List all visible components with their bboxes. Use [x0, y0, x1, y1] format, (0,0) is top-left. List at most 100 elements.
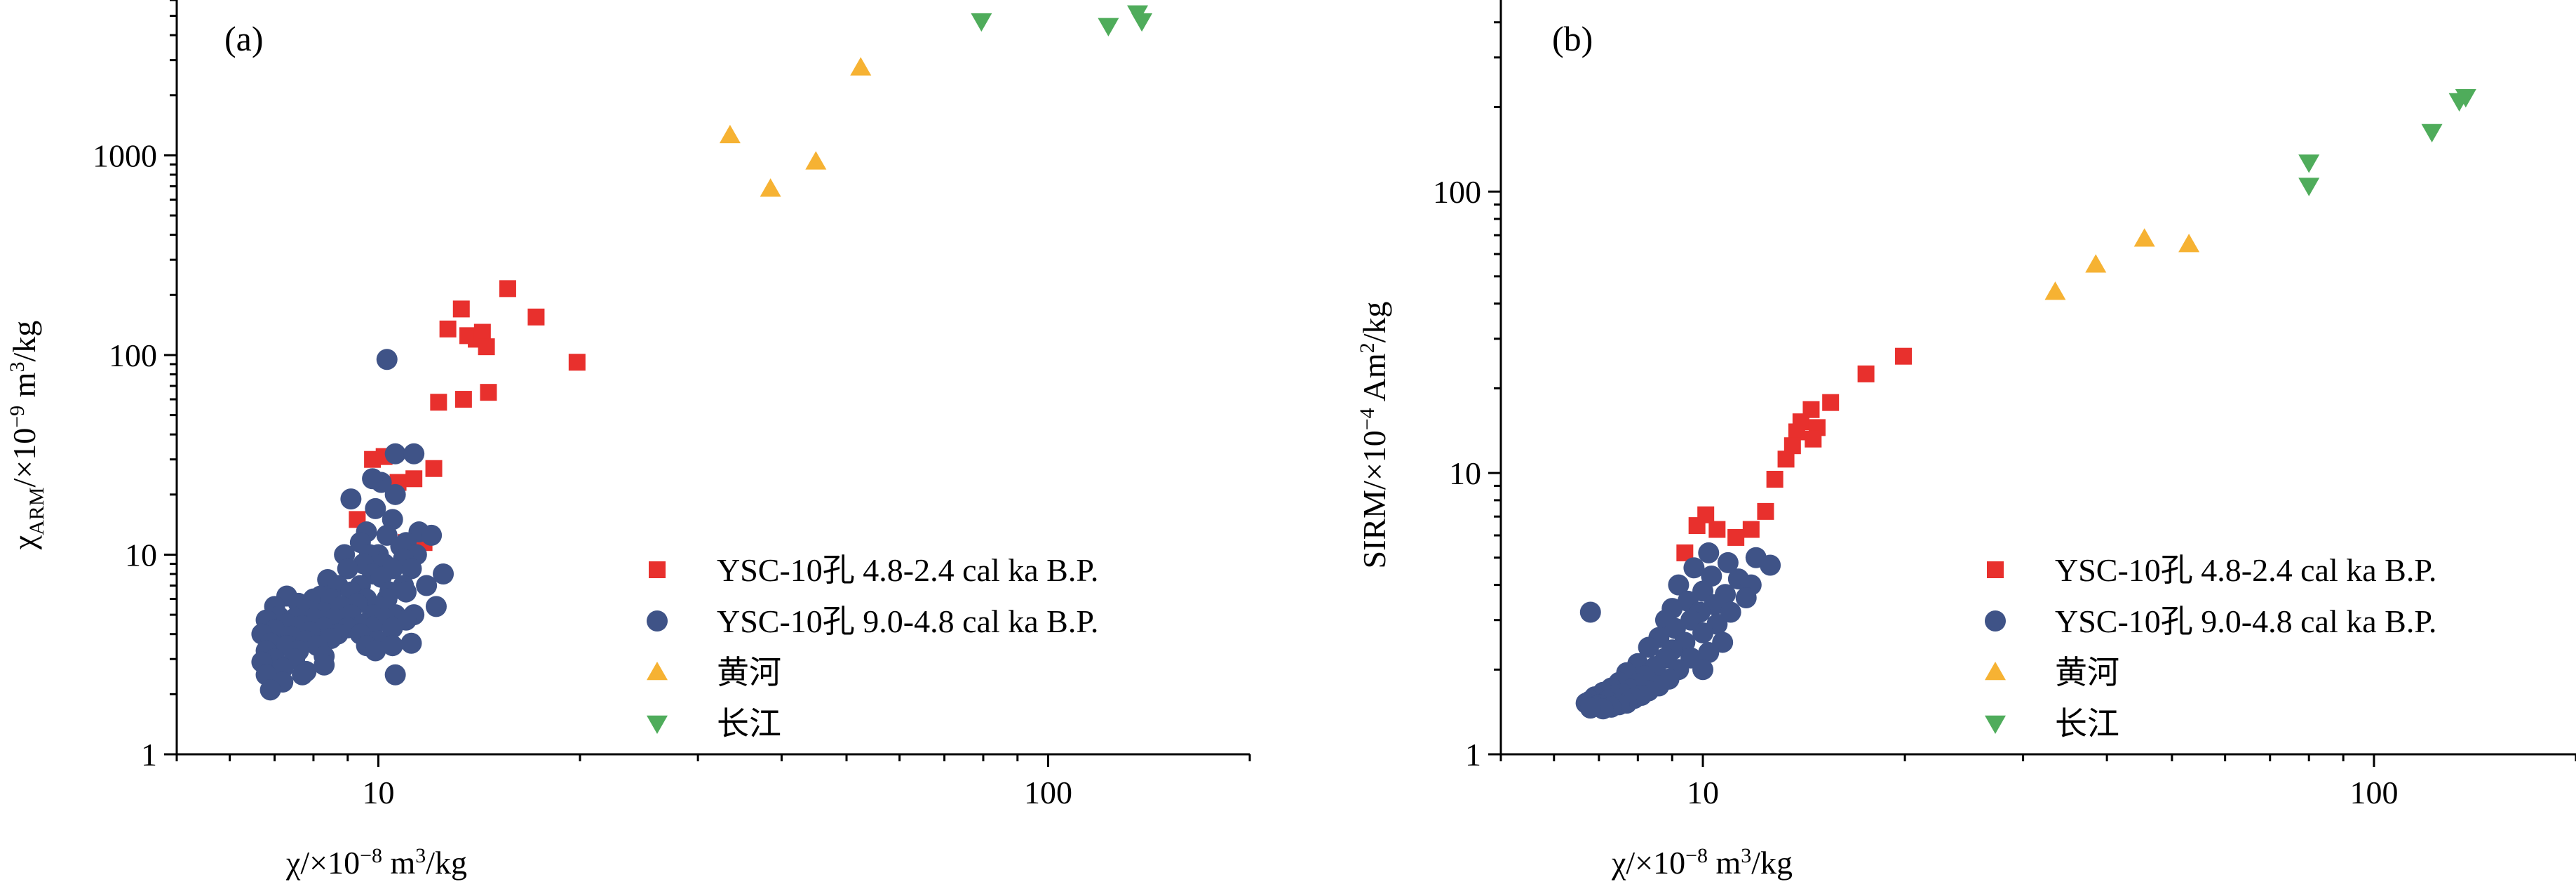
- panel-a-y-tick-label: 1: [141, 737, 157, 773]
- panel-a-x-tick-label: 100: [1024, 775, 1072, 810]
- panel-a-data-point: [416, 575, 438, 596]
- panel-b-data-point: [1698, 641, 1720, 663]
- panel-b-data-point: [2044, 281, 2066, 300]
- panel-b-data-point: [1895, 347, 1913, 365]
- panel-b-y-tick-label: 100: [1433, 174, 1481, 210]
- panel-a-legend-marker: [647, 715, 668, 734]
- panel-b-x-tick-label: 100: [2349, 775, 2398, 810]
- panel-b-legend-label: 黄河: [2055, 655, 2119, 690]
- panel-a-series-1: [251, 349, 454, 701]
- panel-b-data-point: [1683, 557, 1705, 579]
- panel-a-data-point: [365, 640, 386, 662]
- panel-b-label: (b): [1552, 19, 1593, 58]
- panel-a-data-point: [403, 443, 425, 465]
- panel-b-data-point: [1668, 574, 1690, 596]
- panel-b-series-2: [2044, 228, 2200, 300]
- panel-a-data-point: [382, 635, 403, 657]
- panel-b-legend-label: YSC-10孔 4.8-2.4 cal ka B.P.: [2055, 552, 2436, 588]
- panel-b-y-tick-label: 1: [1465, 737, 1481, 773]
- panel-a-y-tick-label: 10: [125, 537, 157, 573]
- panel-a-data-point: [396, 581, 417, 603]
- panel-a-data-point: [384, 483, 406, 505]
- panel-b-legend-marker: [1987, 561, 2004, 578]
- panel-a-data-point: [473, 323, 491, 341]
- panel-a-legend-label: 长江: [717, 706, 781, 742]
- panel-a-chart: (a) χ/×10−8 m3/kg χARM/×10−9 m3/kg 10 100…: [6, 0, 1251, 881]
- panel-b-data-point: [1757, 502, 1774, 520]
- panel-b-data-point: [2133, 228, 2155, 247]
- panel-a-legend-marker: [649, 561, 666, 578]
- panel-b-chart: (b) χ/×10−8 m3/kg SIRM/×10−4 Am2/kg 10 10…: [1356, 0, 2576, 881]
- panel-a-data-point: [971, 13, 992, 32]
- panel-b-data-point: [1697, 506, 1715, 523]
- panel-a-data-point: [760, 178, 781, 197]
- panel-a-data-point: [362, 468, 384, 490]
- panel-a-data-point: [340, 488, 362, 510]
- panel-b-data-point: [1822, 394, 1840, 411]
- panel-a-legend-label: 黄河: [717, 655, 781, 690]
- panel-a-data-point: [452, 300, 470, 318]
- panel-b-data-point: [2085, 254, 2107, 273]
- panel-a-legend-marker: [647, 662, 668, 681]
- panel-b-data-point: [1857, 365, 1875, 382]
- panel-b-data-point: [1727, 528, 1745, 546]
- panel-b-data-point: [1760, 554, 1781, 576]
- panel-b-data-point: [1692, 659, 1714, 681]
- panel-b-data-point: [1717, 552, 1739, 573]
- panel-b-legend-marker: [1985, 662, 2006, 681]
- panel-a-legend-marker: [647, 610, 668, 632]
- panel-a-x-tick-label: 10: [362, 775, 394, 810]
- panel-b-data-point: [1698, 542, 1720, 563]
- panel-b-data-point: [1579, 601, 1601, 623]
- panel-a-data-point: [719, 124, 741, 144]
- panel-b-legend-marker: [1985, 610, 2006, 632]
- panel-b-data-point: [2298, 154, 2320, 173]
- panel-b-data-point: [1692, 622, 1714, 644]
- panel-a-legend-label: YSC-10孔 4.8-2.4 cal ka B.P.: [717, 552, 1098, 588]
- panel-b-data-point: [2455, 88, 2476, 108]
- panel-b-data-point: [1579, 697, 1601, 719]
- panel-a-data-point: [365, 497, 386, 519]
- panel-a-data-point: [313, 654, 335, 676]
- panel-a-data-point: [454, 391, 472, 408]
- panel-a-data-point: [376, 349, 398, 370]
- panel-a-legend-label: YSC-10孔 9.0-4.8 cal ka B.P.: [717, 603, 1098, 639]
- panel-a-data-point: [384, 664, 406, 686]
- panel-a-data-point: [568, 354, 586, 371]
- panel-b-data-point: [1720, 601, 1741, 623]
- panel-b-data-point: [1766, 470, 1783, 488]
- panel-a-data-point: [259, 679, 281, 701]
- panel-a-series-3: [971, 5, 1153, 36]
- panel-b-data-point: [1742, 521, 1760, 538]
- panel-b-data-point: [2178, 234, 2200, 253]
- panel-a-data-point: [439, 320, 457, 338]
- panel-b-data-point: [1805, 430, 1822, 448]
- panel-b-legend-marker: [1985, 715, 2006, 734]
- panel-a-data-point: [499, 280, 516, 298]
- panel-a-data-point: [405, 470, 423, 488]
- panel-a-data-point: [1131, 13, 1153, 32]
- panel-b-legend-label: YSC-10孔 9.0-4.8 cal ka B.P.: [2055, 603, 2436, 639]
- panel-a-data-point: [382, 617, 403, 639]
- panel-b-data-point: [1638, 636, 1659, 658]
- panel-b-data-point: [2298, 178, 2320, 196]
- panel-a-data-point: [384, 443, 406, 465]
- panel-a-data-point: [527, 308, 545, 326]
- panel-a-data-point: [480, 384, 497, 401]
- panel-b-data-point: [2421, 123, 2443, 143]
- panel-a-x-axis-title: χ/×10−8 m3/kg: [285, 844, 467, 881]
- panel-a-data-point: [1098, 18, 1119, 36]
- panel-b-legend: YSC-10孔 4.8-2.4 cal ka B.P. YSC-10孔 9.0-4…: [1985, 552, 2436, 742]
- panel-a-data-point: [478, 338, 495, 356]
- panel-b-x-tick-label: 10: [1687, 775, 1719, 810]
- panel-b-data-point: [1708, 521, 1726, 538]
- panel-a-data-point: [421, 524, 443, 546]
- panel-b-y-tick-label: 10: [1449, 455, 1481, 491]
- panel-a-data-point: [382, 509, 403, 530]
- panel-b-data-point: [1777, 450, 1795, 468]
- panel-b-series-3: [2298, 88, 2476, 196]
- panel-a-legend: YSC-10孔 4.8-2.4 cal ka B.P. YSC-10孔 9.0-4…: [647, 552, 1098, 742]
- panel-a-data-point: [292, 664, 313, 686]
- panel-a-data-point: [850, 57, 872, 76]
